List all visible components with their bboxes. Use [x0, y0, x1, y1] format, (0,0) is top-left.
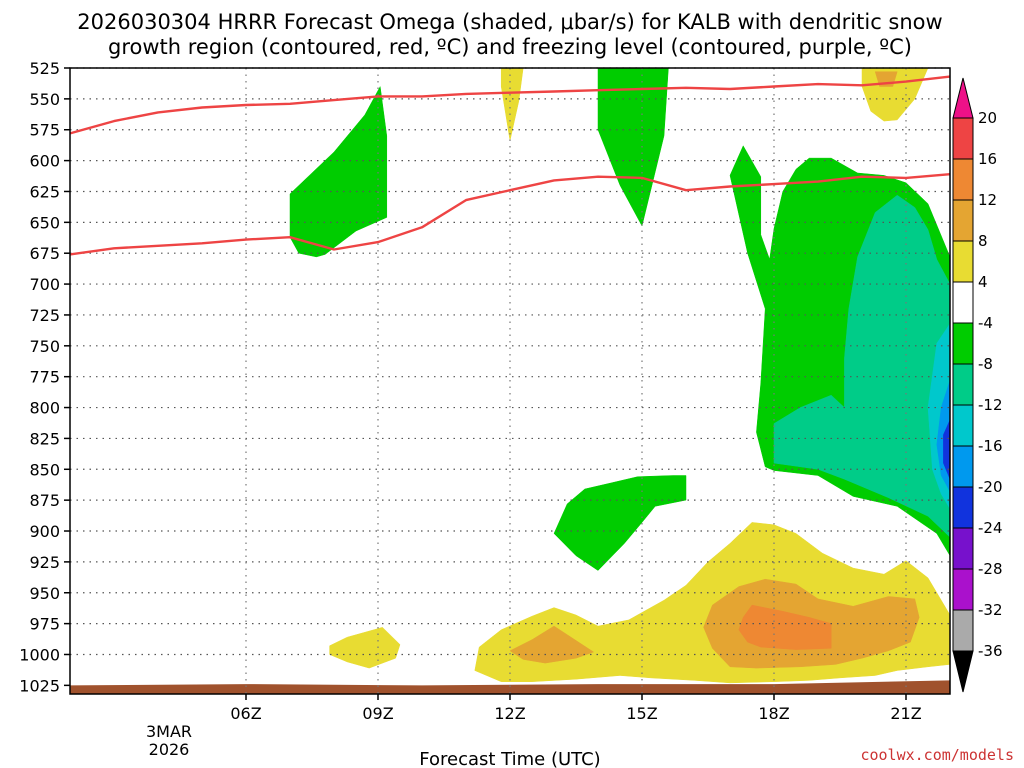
omega-region-green-upper-left [289, 85, 388, 258]
contour-lower-temp-line [69, 173, 951, 256]
colorbar-bin--20-to--16 [952, 445, 974, 488]
terrain-strip [70, 680, 950, 694]
omega-region-yellow-low-left [329, 627, 401, 669]
y-tick-label-600: 600 [29, 152, 60, 171]
colorbar-bin--36-to--32 [952, 609, 974, 652]
y-tick-label-700: 700 [29, 275, 60, 294]
colorbar-bin-12-to-16 [952, 158, 974, 201]
x-tick-label-12Z: 12Z [494, 704, 525, 723]
title-line-2: growth region (contoured, red, ºC) and f… [108, 35, 912, 59]
y-tick-label-975: 975 [29, 615, 60, 634]
omega-region-green-lower-mid [553, 475, 687, 571]
colorbar-label--20: -20 [978, 478, 1003, 496]
colorbar: 20 16 12 8 4 -4 -8 -12 -16 -20 -24 -28 -32 -36 [952, 77, 1003, 693]
grid [70, 67, 950, 694]
colorbar-bin--16-to--12 [952, 404, 974, 447]
y-tick-label-850: 850 [29, 460, 60, 479]
colorbar-bottom-arrow [952, 650, 974, 693]
colorbar-label-16: 16 [978, 150, 997, 168]
colorbar-bin--4-to-4 [952, 281, 974, 324]
x-tick-label-18Z: 18Z [758, 704, 789, 723]
colorbar-label-20: 20 [978, 109, 997, 127]
contour-upper-temp-line [69, 75, 951, 135]
y-tick-label-950: 950 [29, 584, 60, 603]
y-tick-label-925: 925 [29, 553, 60, 572]
x-axis-ticks: 06Z 09Z 12Z 15Z 18Z 21Z [230, 694, 922, 723]
credit-link[interactable]: coolwx.com/models [860, 746, 1014, 764]
date-label-line-1: 3MAR [146, 722, 192, 741]
terrain-surface [70, 680, 950, 694]
date-label-line-2: 2026 [149, 740, 190, 759]
y-tick-label-800: 800 [29, 399, 60, 418]
colorbar-label--4: -4 [978, 314, 993, 332]
y-tick-label-775: 775 [29, 368, 60, 387]
x-tick-label-15Z: 15Z [626, 704, 657, 723]
omega-region-orange-core-18z [738, 604, 832, 650]
x-tick-label-21Z: 21Z [890, 704, 921, 723]
colorbar-label--8: -8 [978, 355, 993, 373]
colorbar-bin--28-to--24 [952, 527, 974, 570]
y-tick-label-875: 875 [29, 491, 60, 510]
colorbar-bin-8-to-12 [952, 199, 974, 242]
colorbar-label--12: -12 [978, 396, 1003, 414]
colorbar-label-4: 4 [978, 273, 988, 291]
colorbar-label--32: -32 [978, 601, 1003, 619]
x-tick-label-06Z: 06Z [230, 704, 261, 723]
y-tick-label-675: 675 [29, 244, 60, 263]
colorbar-label-8: 8 [978, 232, 988, 250]
y-tick-label-525: 525 [29, 59, 60, 78]
colorbar-label--24: -24 [978, 519, 1003, 537]
y-tick-label-825: 825 [29, 429, 60, 448]
y-tick-label-1000: 1000 [19, 645, 60, 664]
colorbar-bin--8-to--4 [952, 322, 974, 365]
y-tick-label-750: 750 [29, 337, 60, 356]
colorbar-bin--24-to--20 [952, 486, 974, 529]
colorbar-bin-4-to-8 [952, 240, 974, 283]
title-line-1: 2026030304 HRRR Forecast Omega (shaded, … [77, 10, 942, 34]
colorbar-top-arrow [952, 77, 974, 119]
date-label: 3MAR 2026 [146, 722, 192, 759]
y-tick-label-625: 625 [29, 182, 60, 201]
colorbar-bin-16-to-20 [952, 117, 974, 160]
colorbar-label--36: -36 [978, 642, 1003, 660]
y-tick-label-725: 725 [29, 306, 60, 325]
y-tick-label-900: 900 [29, 522, 60, 541]
y-tick-label-575: 575 [29, 121, 60, 140]
y-axis-ticks: 525 550 575 600 625 650 675 700 725 750 775 800 825 8… [19, 59, 70, 695]
title: 2026030304 HRRR Forecast Omega (shaded, … [77, 10, 942, 59]
omega-region-orange-low-13z [509, 625, 595, 664]
x-tick-label-09Z: 09Z [362, 704, 393, 723]
y-tick-label-1025: 1025 [19, 676, 60, 695]
y-tick-label-550: 550 [29, 90, 60, 109]
x-axis-title: Forecast Time (UTC) [419, 749, 600, 768]
temperature-contours [69, 75, 951, 256]
y-tick-label-650: 650 [29, 213, 60, 232]
colorbar-label--28: -28 [978, 560, 1003, 578]
colorbar-bin--32-to--28 [952, 568, 974, 611]
colorbar-label--16: -16 [978, 437, 1003, 455]
omega-shading [289, 67, 951, 684]
colorbar-label-12: 12 [978, 191, 997, 209]
colorbar-bin--12-to--8 [952, 363, 974, 406]
